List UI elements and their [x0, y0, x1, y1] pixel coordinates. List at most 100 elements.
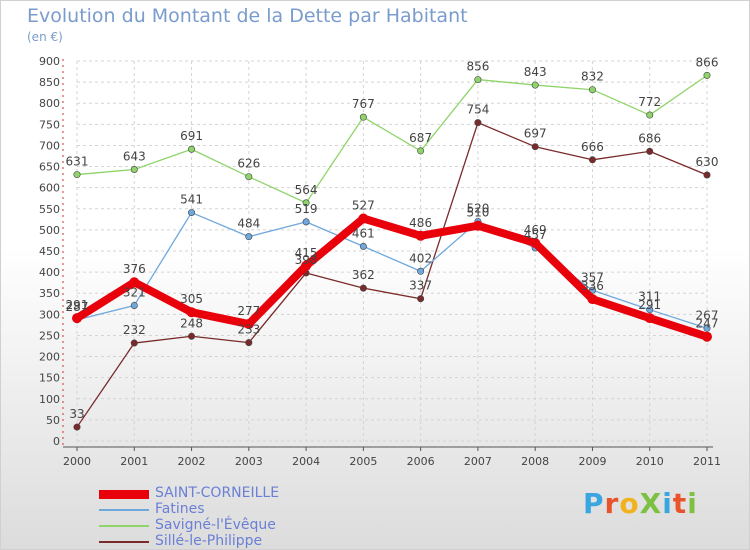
data-label: 233 — [237, 323, 260, 337]
data-point — [73, 171, 81, 179]
y-tick-label: 250 — [39, 329, 60, 342]
logo-letter: t — [672, 487, 688, 520]
data-point — [73, 423, 81, 431]
data-label: 457 — [524, 228, 547, 242]
data-label: 843 — [524, 65, 547, 79]
data-label: 461 — [352, 226, 375, 240]
data-point — [646, 147, 654, 155]
data-point — [188, 145, 196, 153]
data-label: 626 — [237, 157, 260, 171]
y-tick-label: 200 — [39, 351, 60, 364]
x-tick-label: 2005 — [349, 455, 377, 468]
data-label: 311 — [638, 290, 661, 304]
logo-letter: o — [619, 487, 640, 520]
data-label: 520 — [466, 201, 489, 215]
x-tick-label: 2006 — [407, 455, 435, 468]
logo-letter: i — [662, 487, 673, 520]
data-label: 484 — [237, 217, 260, 231]
data-point — [703, 71, 711, 79]
y-tick-label: 700 — [39, 139, 60, 152]
legend-swatch — [99, 525, 149, 527]
data-label: 519 — [295, 202, 318, 216]
data-label: 357 — [581, 270, 604, 284]
logo-letter: P — [583, 487, 605, 520]
data-point — [474, 119, 482, 127]
data-point — [302, 218, 310, 226]
data-label: 362 — [352, 268, 375, 282]
data-point — [130, 301, 138, 309]
data-point — [531, 143, 539, 151]
x-tick-label: 2011 — [693, 455, 721, 468]
data-label: 305 — [180, 292, 203, 306]
data-label: 486 — [409, 216, 432, 230]
y-tick-label: 300 — [39, 308, 60, 321]
data-label: 337 — [409, 279, 432, 293]
data-label: 631 — [66, 155, 89, 169]
legend-item: SAINT-CORNEILLE — [99, 485, 359, 502]
data-label: 754 — [466, 103, 489, 117]
proxiti-logo: ProXiti — [583, 487, 698, 520]
data-label: 510 — [466, 206, 489, 220]
data-label: 832 — [581, 70, 604, 84]
y-tick-label: 900 — [39, 55, 60, 68]
data-label: 415 — [295, 246, 318, 260]
data-label: 287 — [66, 300, 89, 314]
y-tick-label: 450 — [39, 245, 60, 258]
legend-item: Sillé-le-Philippe — [99, 533, 359, 549]
y-tick-label: 550 — [39, 203, 60, 216]
x-tick-label: 2000 — [63, 455, 91, 468]
x-tick-label: 2008 — [521, 455, 549, 468]
data-point — [417, 295, 425, 303]
data-label: 866 — [696, 55, 719, 69]
data-point — [302, 199, 310, 207]
data-point — [474, 76, 482, 84]
data-point — [646, 111, 654, 119]
y-tick-label: 750 — [39, 118, 60, 131]
chart-title: Evolution du Montant de la Dette par Hab… — [27, 5, 468, 27]
data-label: 564 — [295, 183, 318, 197]
data-label: 232 — [123, 323, 146, 337]
data-label: 772 — [638, 95, 661, 109]
data-point — [186, 307, 197, 318]
logo-letter: i — [687, 487, 698, 520]
data-point — [358, 213, 369, 224]
data-point — [130, 166, 138, 174]
legend-label: Fatines — [155, 501, 205, 517]
data-point — [415, 230, 426, 241]
data-point — [588, 286, 596, 294]
legend-swatch — [99, 541, 149, 543]
y-tick-label: 350 — [39, 287, 60, 300]
data-label: 856 — [466, 60, 489, 74]
legend-swatch — [99, 489, 149, 499]
y-tick-label: 400 — [39, 266, 60, 279]
series-line — [76, 211, 708, 329]
data-point — [188, 332, 196, 340]
data-point — [245, 339, 253, 347]
data-point — [588, 156, 596, 164]
data-label: 291 — [66, 298, 89, 312]
data-point — [359, 284, 367, 292]
data-label: 402 — [409, 251, 432, 265]
data-label: 248 — [180, 316, 203, 330]
data-point — [531, 81, 539, 89]
data-point — [245, 233, 253, 241]
data-label: 643 — [123, 150, 146, 164]
data-label: 336 — [581, 279, 604, 293]
series-line — [73, 214, 711, 341]
y-tick-label: 600 — [39, 182, 60, 195]
data-point — [644, 313, 655, 324]
logo-letter: X — [639, 487, 663, 520]
data-label: 267 — [696, 308, 719, 322]
data-point — [245, 173, 253, 181]
chart-unit: (en €) — [27, 30, 63, 44]
data-point — [588, 86, 596, 94]
data-point — [72, 313, 82, 324]
data-label: 541 — [180, 193, 203, 207]
legend-label: SAINT-CORNEILLE — [155, 485, 280, 501]
x-tick-label: 2002 — [178, 455, 206, 468]
legend-swatch — [99, 509, 149, 511]
data-label: 687 — [409, 131, 432, 145]
y-tick-label: 850 — [39, 76, 60, 89]
data-point — [587, 294, 598, 305]
